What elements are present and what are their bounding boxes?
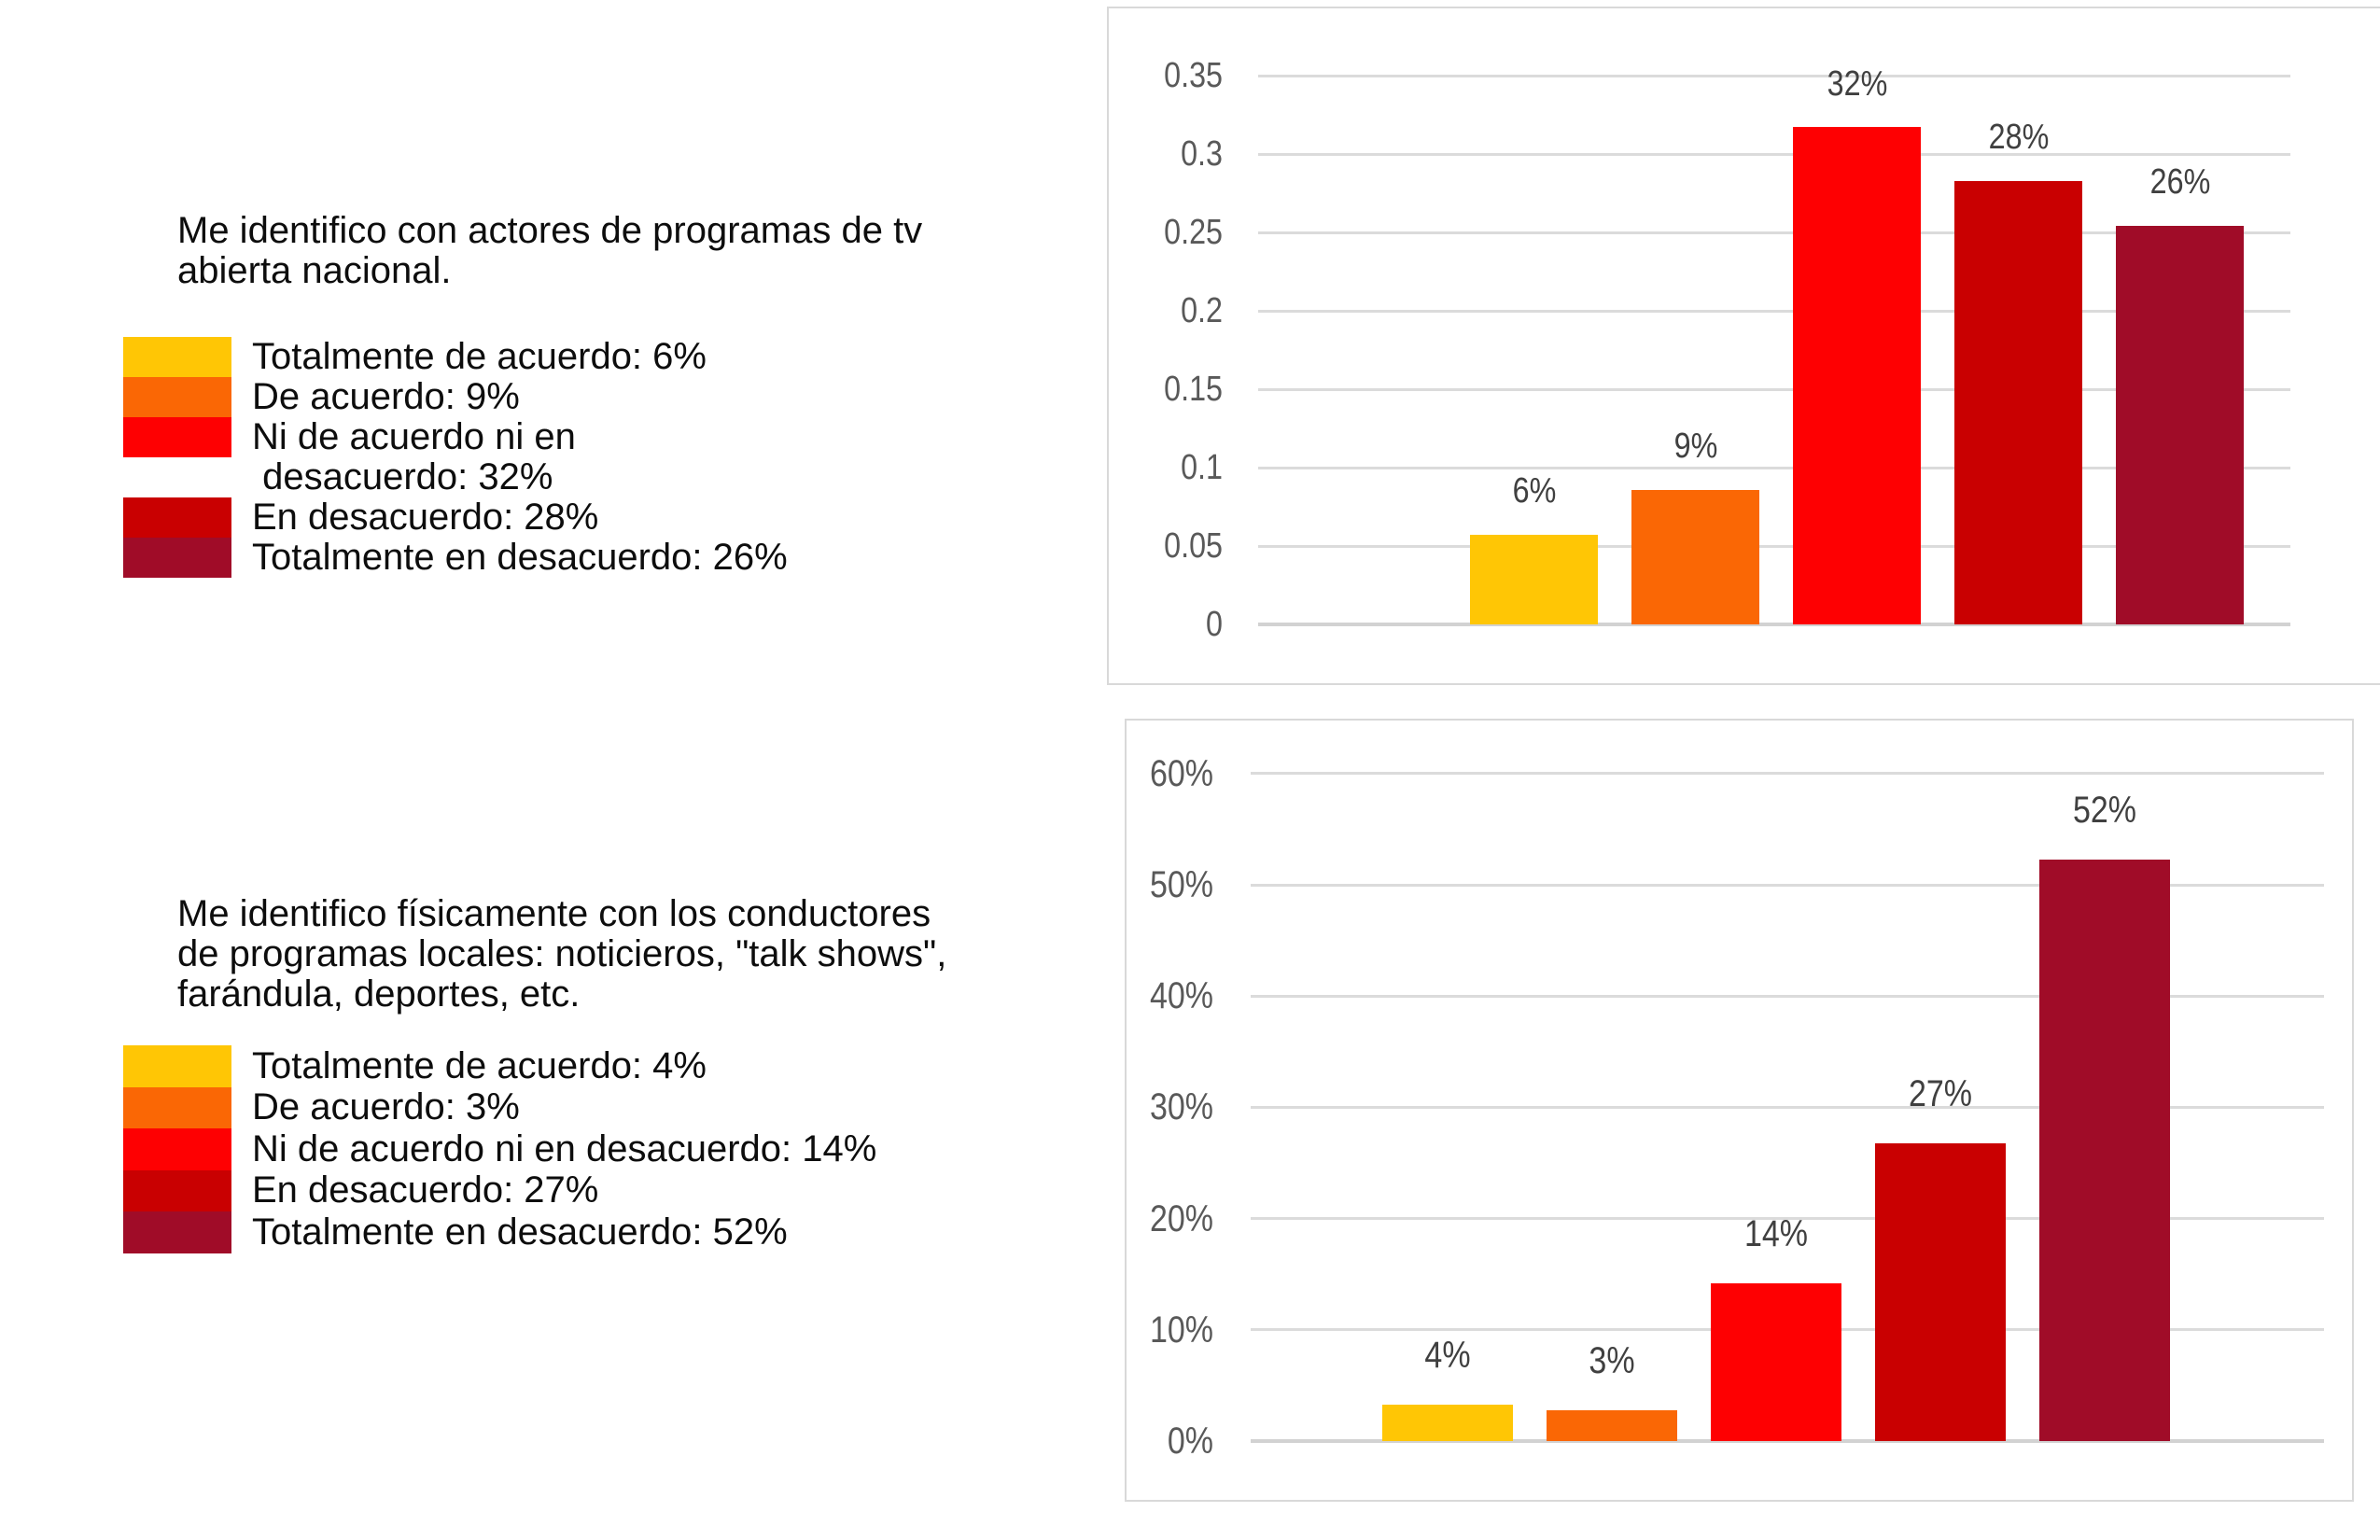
legend-swatch-blank (123, 457, 231, 497)
question-1: Me identifico con actores de programas d… (177, 210, 923, 291)
legend-label: Totalmente de acuerdo: 4% (252, 1044, 707, 1086)
legend-row: De acuerdo: 9% (123, 377, 788, 417)
legend-swatch-orange (123, 377, 231, 417)
legend-row: Ni de acuerdo ni en (123, 417, 788, 457)
legend-row: De acuerdo: 3% (123, 1086, 876, 1128)
legend-swatch-maroon (123, 1211, 231, 1253)
question-2: Me identifico físicamente con los conduc… (177, 893, 947, 1015)
legend-label: En desacuerdo: 28% (252, 497, 599, 538)
chart-2-panel (1125, 719, 2354, 1502)
legend-label: De acuerdo: 3% (252, 1086, 520, 1128)
legend-row: En desacuerdo: 28% (123, 497, 788, 538)
legend-row: desacuerdo: 32% (123, 457, 788, 497)
legend-1: Totalmente de acuerdo: 6% De acuerdo: 9%… (123, 337, 788, 578)
legend-row: Totalmente de acuerdo: 4% (123, 1045, 876, 1087)
legend-label: En desacuerdo: 27% (252, 1169, 599, 1211)
legend-label: Ni de acuerdo ni en (252, 416, 576, 457)
legend-swatch-dark-red (123, 497, 231, 538)
legend-row: Ni de acuerdo ni en desacuerdo: 14% (123, 1128, 876, 1170)
legend-label: desacuerdo: 32% (252, 456, 553, 497)
legend-row: En desacuerdo: 27% (123, 1169, 876, 1211)
legend-swatch-maroon (123, 538, 231, 578)
legend-label: Totalmente en desacuerdo: 26% (252, 537, 788, 578)
legend-swatch-dark-red (123, 1169, 231, 1211)
legend-label: Ni de acuerdo ni en desacuerdo: 14% (252, 1127, 877, 1169)
legend-swatch-yellow (123, 337, 231, 377)
legend-swatch-yellow (123, 1045, 231, 1087)
legend-label: Totalmente de acuerdo: 6% (252, 336, 707, 377)
legend-row: Totalmente en desacuerdo: 52% (123, 1211, 876, 1253)
legend-2: Totalmente de acuerdo: 4% De acuerdo: 3%… (123, 1045, 876, 1253)
legend-row: Totalmente en desacuerdo: 26% (123, 538, 788, 578)
legend-swatch-red (123, 1128, 231, 1170)
legend-label: Totalmente en desacuerdo: 52% (252, 1211, 788, 1253)
legend-swatch-red (123, 417, 231, 457)
legend-row: Totalmente de acuerdo: 6% (123, 337, 788, 377)
chart-1-panel (1107, 7, 2380, 685)
legend-swatch-orange (123, 1086, 231, 1128)
legend-label: De acuerdo: 9% (252, 376, 520, 417)
